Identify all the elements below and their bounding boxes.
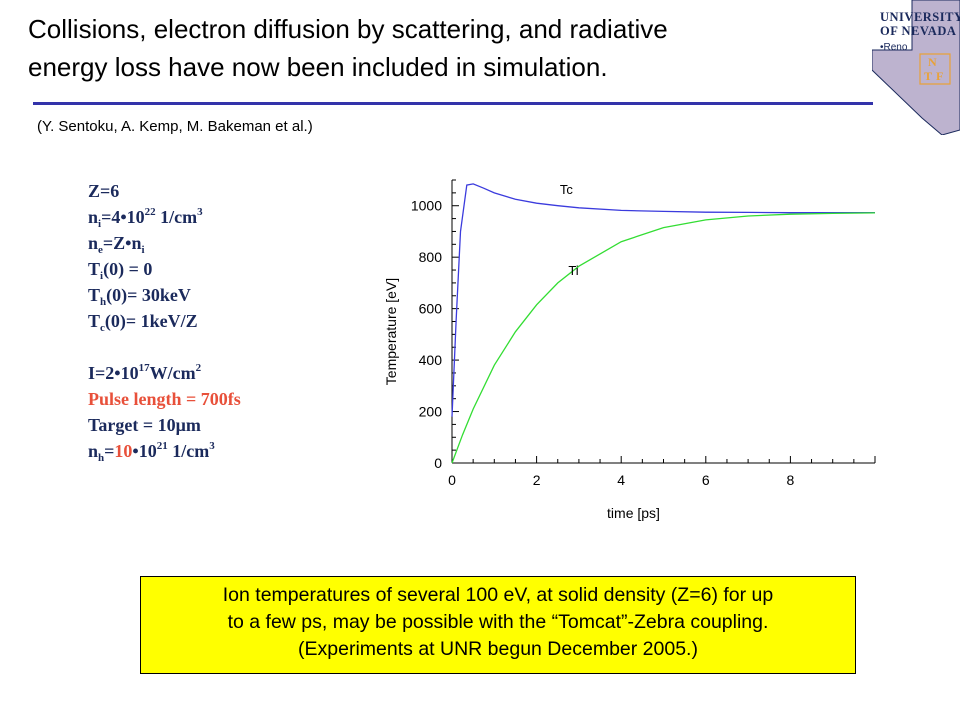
logo-line-3: •Reno: [880, 42, 908, 53]
conclusion-callout: Ion temperatures of several 100 eV, at s…: [140, 576, 856, 674]
y-tick-label: 0: [434, 455, 442, 471]
series-label-tc: Tc: [560, 182, 574, 197]
title-divider: [33, 102, 873, 105]
param-z: Z=6: [88, 181, 120, 201]
param-target: Target = 10μm: [88, 415, 201, 435]
logo-mark-t: T: [924, 69, 932, 83]
param-spacer: [88, 334, 241, 360]
series-line-ti: [451, 212, 876, 464]
temperature-chart: 0 200 400 600 800 1000 0 2 4 6 8 time [ps] Temperatu…: [370, 165, 890, 540]
title-line-2: energy loss have now been included in si…: [28, 52, 608, 82]
slide-title: Collisions, electron diffusion by scatte…: [28, 10, 828, 86]
x-tick-label: 4: [617, 472, 625, 488]
x-tick-label: 2: [533, 472, 541, 488]
y-tick-label: 200: [419, 404, 443, 420]
nevada-state-icon: N T F: [871, 0, 960, 136]
param-pulse-length: Pulse length = 700fs: [88, 389, 241, 409]
param-ni: ni=4•1022 1/cm3: [88, 206, 203, 230]
x-axis-label: time [ps]: [607, 505, 660, 521]
y-tick-label: 800: [419, 249, 443, 265]
plot-lines: [451, 183, 876, 464]
y-tick-label: 600: [419, 301, 443, 317]
callout-line-1: Ion temperatures of several 100 eV, at s…: [222, 584, 774, 606]
y-axis-label: Temperature [eV]: [383, 278, 399, 385]
plot-labels: 0 200 400 600 800 1000 0 2 4 6 8 time [ps] Temperatu…: [383, 182, 795, 521]
param-nh: nh=10•1021 1/cm3: [88, 440, 215, 464]
series-line-tc: [451, 183, 875, 417]
citation: (Y. Sentoku, A. Kemp, M. Bakeman et al.): [37, 118, 313, 135]
simulation-parameters: Z=6 ni=4•1022 1/cm3 ne=Z•ni Ti(0) = 0 Th…: [88, 178, 241, 464]
x-tick-label: 6: [702, 472, 710, 488]
logo-mark-n: N: [928, 55, 937, 69]
temperature-chart-svg: 0 200 400 600 800 1000 0 2 4 6 8 time [ps] Temperatu…: [383, 179, 876, 521]
callout-line-3: (Experiments at UNR begun December 2005.…: [298, 638, 698, 660]
series-label-ti: Ti: [568, 263, 578, 278]
y-tick-label: 1000: [411, 198, 442, 214]
param-th: Th(0)= 30keV: [88, 285, 191, 308]
title-line-1: Collisions, electron diffusion by scatte…: [28, 14, 668, 44]
logo-mark-f: F: [936, 69, 943, 83]
x-tick-label: 0: [448, 472, 456, 488]
logo-text: UNIVERSITY OF NEVADA: [880, 10, 960, 38]
param-ne: ne=Z•ni: [88, 233, 145, 256]
logo-line-1: UNIVERSITY: [880, 10, 960, 24]
param-ti: Ti(0) = 0: [88, 259, 153, 282]
param-intensity: I=2•1017W/cm2: [88, 362, 202, 384]
y-tick-label: 400: [419, 352, 443, 368]
callout-line-2: to a few ps, may be possible with the “T…: [227, 611, 769, 633]
plot-axes: [451, 179, 876, 464]
x-tick-label: 8: [787, 472, 795, 488]
university-logo: N T F UNIVERSITY OF NEVADA •Reno: [871, 0, 960, 136]
logo-line-2: OF NEVADA: [880, 24, 957, 38]
param-tc: Tc(0)= 1keV/Z: [88, 311, 198, 334]
